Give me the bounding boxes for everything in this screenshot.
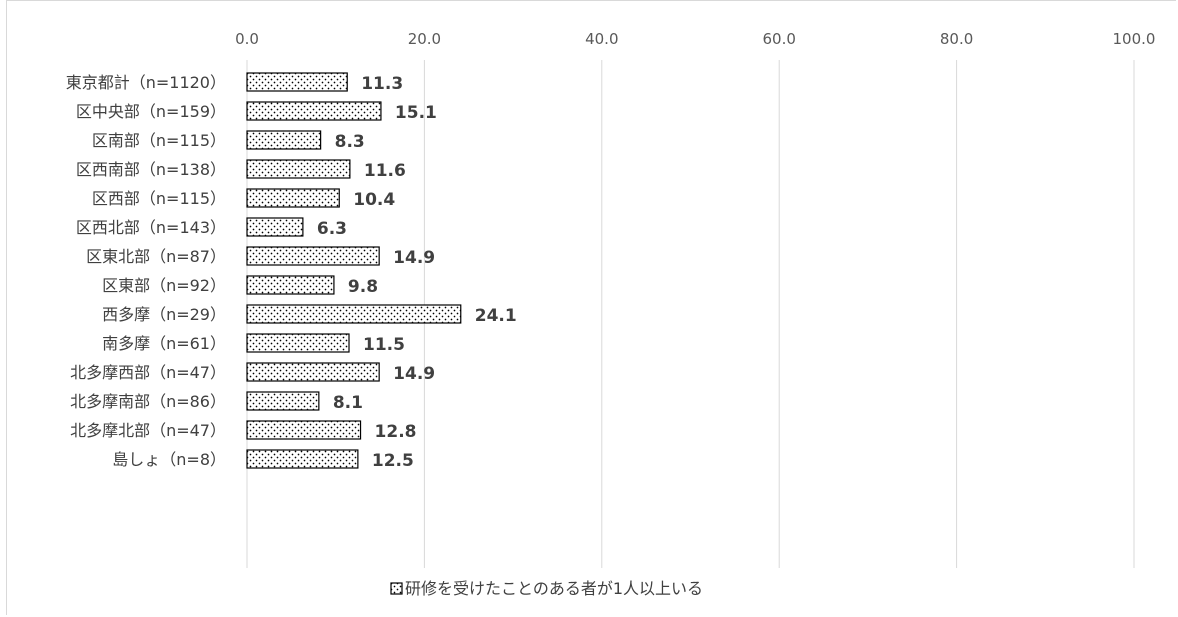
x-axis-ticks: 0.0 20.0 40.0 60.0 80.0 100.0 (235, 30, 1155, 48)
category-label: 区西北部（n=143） (76, 218, 226, 237)
value-label: 6.3 (317, 219, 347, 239)
category-labels: 東京都計（n=1120） 区中央部（n=159） 区南部（n=115） 区西南部（n=… (66, 73, 226, 469)
x-tick-label: 20.0 (408, 30, 441, 48)
bar (246, 362, 380, 382)
value-label: 12.8 (375, 422, 417, 442)
category-label: 南多摩（n=61） (102, 334, 226, 353)
bar (246, 449, 359, 469)
value-label: 8.3 (335, 132, 365, 152)
value-label: 24.1 (475, 306, 517, 326)
bar (246, 217, 304, 237)
value-label: 11.6 (364, 161, 406, 181)
category-label: 区東北部（n=87） (86, 247, 226, 266)
value-label: 12.5 (372, 451, 414, 471)
category-label: 西多摩（n=29） (102, 305, 226, 324)
category-label: 島しょ（n=8） (112, 450, 226, 469)
bars (246, 72, 462, 469)
category-label: 東京都計（n=1120） (66, 73, 226, 92)
bar (246, 420, 362, 440)
category-label: 区西部（n=115） (92, 189, 226, 208)
x-tick-label: 80.0 (940, 30, 973, 48)
category-label: 区南部（n=115） (92, 131, 226, 150)
x-tick-label: 60.0 (762, 30, 795, 48)
value-label: 11.5 (363, 335, 405, 355)
value-label: 9.8 (348, 277, 378, 297)
bar (246, 246, 380, 266)
x-tick-label: 0.0 (235, 30, 259, 48)
chart-frame (6, 0, 1176, 615)
bar (246, 304, 462, 324)
value-label: 8.1 (333, 393, 363, 413)
legend: 研修を受けたことのある者が1人以上いる (390, 579, 703, 598)
bar (246, 275, 335, 295)
value-label: 15.1 (395, 103, 437, 123)
category-label: 区西南部（n=138） (76, 160, 226, 179)
value-label: 14.9 (393, 248, 435, 268)
bar (246, 333, 350, 353)
legend-swatch (390, 582, 403, 595)
bar (246, 391, 320, 411)
x-tick-label: 100.0 (1113, 30, 1156, 48)
value-label: 14.9 (393, 364, 435, 384)
bar (246, 101, 382, 121)
bar (246, 159, 351, 179)
value-label: 11.3 (361, 74, 403, 94)
value-label: 10.4 (353, 190, 395, 210)
category-label: 北多摩北部（n=47） (70, 421, 226, 440)
bar (246, 130, 322, 150)
x-tick-label: 40.0 (585, 30, 618, 48)
category-label: 区中央部（n=159） (76, 102, 226, 121)
category-label: 北多摩南部（n=86） (70, 392, 226, 411)
bar (246, 188, 340, 208)
category-label: 区東部（n=92） (102, 276, 226, 295)
value-labels: 11.3 15.1 8.3 11.6 10.4 6.3 14.9 9.8 24.1 11.5 14.… (317, 74, 517, 471)
category-label: 北多摩西部（n=47） (70, 363, 226, 382)
bar (246, 72, 348, 92)
legend-label: 研修を受けたことのある者が1人以上いる (405, 579, 703, 598)
